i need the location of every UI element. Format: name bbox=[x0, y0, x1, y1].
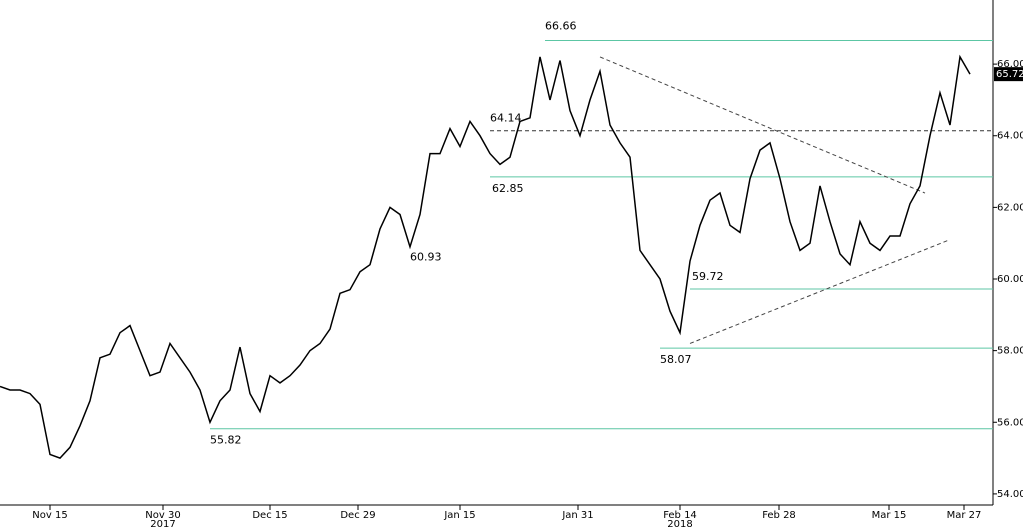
level-label: 58.07 bbox=[660, 353, 692, 366]
level-label: 55.82 bbox=[210, 434, 242, 447]
last-value-box bbox=[994, 67, 1023, 82]
x-tick-label: Nov 30 bbox=[145, 510, 180, 521]
level-label: 59.72 bbox=[692, 270, 724, 283]
y-tick-label: 62.00 bbox=[997, 202, 1023, 213]
x-tick-label: Dec 15 bbox=[252, 510, 287, 521]
level-label: 66.66 bbox=[545, 19, 577, 32]
x-tick-label: Jan 15 bbox=[443, 510, 475, 521]
year-label: 2018 bbox=[667, 519, 692, 529]
x-tick-label: Feb 28 bbox=[762, 510, 796, 521]
trendline bbox=[689, 239, 951, 344]
y-tick-label: 60.00 bbox=[997, 274, 1023, 285]
price-line bbox=[0, 54, 971, 459]
level-label: 64.14 bbox=[490, 112, 522, 125]
y-tick-label: 64.00 bbox=[997, 131, 1023, 142]
y-tick-label: 56.00 bbox=[997, 417, 1023, 428]
y-tick-label: 58.00 bbox=[997, 346, 1023, 357]
y-tick-label: 54.00 bbox=[997, 489, 1023, 500]
x-tick-label: Dec 29 bbox=[340, 510, 375, 521]
level-label: 60.93 bbox=[410, 251, 442, 264]
x-tick-label: Feb 14 bbox=[663, 510, 697, 521]
y-tick-label: 66.00 bbox=[997, 59, 1023, 70]
level-label: 62.85 bbox=[492, 182, 524, 195]
x-tick-label: Mar 27 bbox=[947, 510, 982, 521]
year-label: 2017 bbox=[150, 519, 175, 529]
x-tick-label: Mar 15 bbox=[872, 510, 907, 521]
x-tick-label: Nov 15 bbox=[32, 510, 67, 521]
x-tick-label: Jan 31 bbox=[561, 510, 593, 521]
trendline bbox=[599, 56, 926, 194]
last-value-label: 65.72 bbox=[996, 69, 1023, 80]
